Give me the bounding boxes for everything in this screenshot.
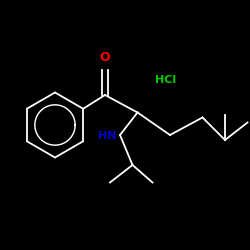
Text: O: O <box>100 51 110 64</box>
Text: HCl: HCl <box>155 75 176 85</box>
Text: HN: HN <box>98 131 116 141</box>
